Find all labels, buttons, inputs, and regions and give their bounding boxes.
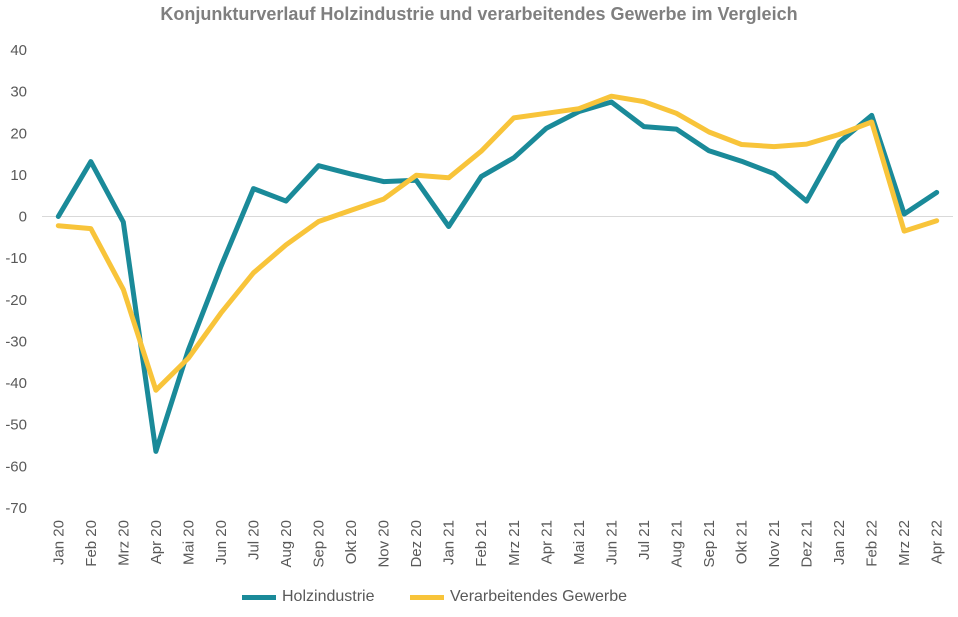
y-tick-label: 10 — [10, 167, 27, 184]
x-tick-label: Mrz 21 — [506, 520, 523, 566]
legend-label-verarbeitendes-gewerbe: Verarbeitendes Gewerbe — [450, 588, 627, 605]
y-tick-label: 30 — [10, 84, 27, 101]
y-axis-ticks: 40 30 20 10 0 -10 -20 -30 -40 -50 -60 -70 — [5, 42, 27, 517]
x-tick-label: Feb 21 — [473, 520, 490, 567]
x-tick-label: Jun 21 — [603, 520, 620, 565]
x-tick-label: Aug 21 — [668, 520, 685, 568]
x-tick-label: Sep 21 — [701, 520, 718, 568]
x-tick-label: Jan 20 — [50, 520, 67, 565]
series-layer — [55, 93, 940, 454]
legend-swatch-holzindustrie — [242, 594, 276, 600]
legend-item-holzindustrie: Holzindustrie — [242, 588, 374, 606]
y-tick-label: -70 — [5, 500, 27, 517]
legend-swatch-verarbeitendes-gewerbe — [410, 594, 444, 600]
series-line-verarbeitendes-gewerbe — [55, 93, 940, 393]
x-tick-label: Okt 21 — [734, 520, 751, 564]
x-tick-label: Aug 20 — [278, 520, 295, 568]
x-tick-label: Mai 21 — [571, 520, 588, 565]
x-axis-ticks: Jan 20 Feb 20 Mrz 20 Apr 20 Mai 20 Jun 20 Jul … — [50, 520, 945, 568]
x-tick-label: Apr 22 — [929, 520, 946, 564]
legend-item-verarbeitendes-gewerbe: Verarbeitendes Gewerbe — [410, 588, 627, 606]
x-tick-label: Jun 20 — [213, 520, 230, 565]
x-tick-label: Okt 20 — [343, 520, 360, 564]
x-tick-label: Nov 21 — [766, 520, 783, 568]
x-tick-label: Apr 21 — [538, 520, 555, 564]
x-tick-label: Mrz 22 — [896, 520, 913, 566]
y-tick-label: -50 — [5, 417, 27, 434]
x-tick-label: Mai 20 — [180, 520, 197, 565]
x-tick-label: Dez 21 — [799, 520, 816, 568]
x-tick-label: Feb 20 — [83, 520, 100, 567]
x-tick-label: Jan 21 — [441, 520, 458, 565]
x-tick-label: Jul 20 — [245, 520, 262, 560]
y-tick-label: 20 — [10, 125, 27, 142]
y-tick-label: 0 — [19, 209, 27, 226]
legend-label-holzindustrie: Holzindustrie — [282, 588, 375, 605]
y-tick-label: 40 — [10, 42, 27, 59]
y-tick-label: -10 — [5, 250, 27, 267]
x-tick-label: Jan 22 — [831, 520, 848, 565]
y-tick-label: -30 — [5, 333, 27, 350]
y-tick-label: -20 — [5, 292, 27, 309]
chart-title: Konjunkturverlauf Holzindustrie und vera… — [160, 4, 798, 24]
x-tick-label: Dez 20 — [408, 520, 425, 568]
y-tick-label: -40 — [5, 375, 27, 392]
x-tick-label: Apr 20 — [148, 520, 165, 564]
x-tick-label: Nov 20 — [376, 520, 393, 568]
x-tick-label: Sep 20 — [311, 520, 328, 568]
x-tick-label: Mrz 20 — [115, 520, 132, 566]
series-line-holzindustrie — [55, 99, 940, 454]
legend: Holzindustrie Verarbeitendes Gewerbe — [0, 588, 958, 610]
y-tick-label: -60 — [5, 458, 27, 475]
x-tick-label: Jul 21 — [636, 520, 653, 560]
x-tick-label: Feb 22 — [864, 520, 881, 567]
